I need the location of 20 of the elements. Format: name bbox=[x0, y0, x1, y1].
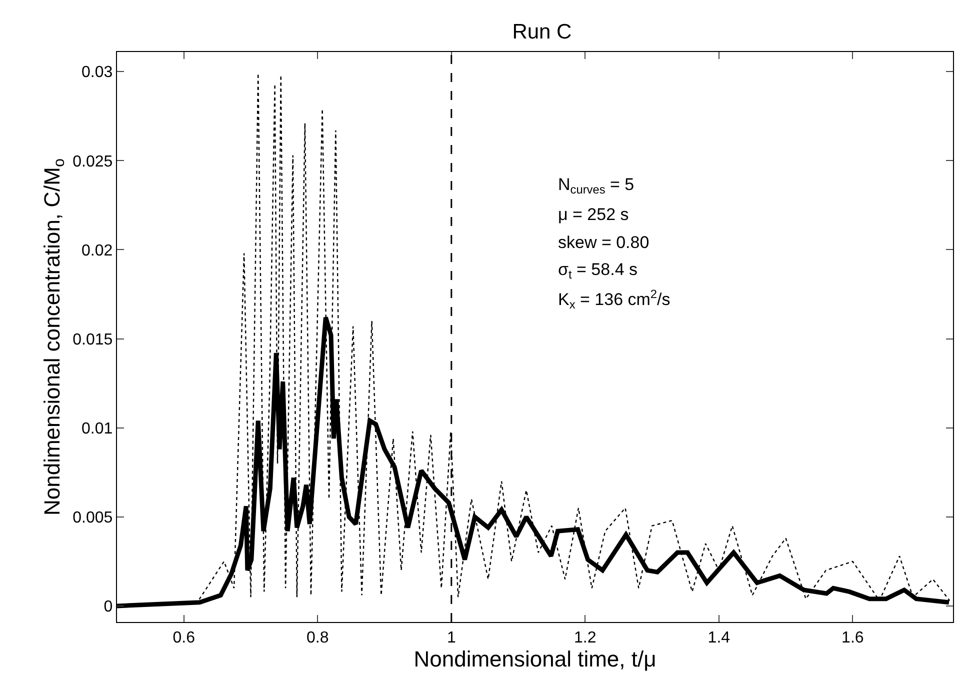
y-tick-label: 0.02 bbox=[82, 242, 113, 260]
y-tick-label: 0.03 bbox=[82, 64, 113, 82]
chart-title: Run C bbox=[512, 20, 572, 44]
x-tick-label: 1.4 bbox=[708, 629, 730, 646]
x-tick-label: 0.6 bbox=[172, 629, 196, 646]
x-tick-label: 1 bbox=[446, 629, 456, 646]
annotation: N$_{curves}$ = 5 bbox=[558, 175, 634, 197]
y-tick-label: 0.025 bbox=[72, 153, 113, 170]
annotation: σ$_{t}$ = 58.4 s bbox=[558, 260, 638, 282]
y-tick-label: 0.01 bbox=[82, 420, 113, 438]
x-tick-label: 0.8 bbox=[306, 629, 329, 646]
x-axis-title: Nondimensional time, t/μ bbox=[414, 646, 656, 672]
y-tick-label: 0 bbox=[104, 598, 113, 616]
y-tick-label: 0.015 bbox=[72, 331, 113, 348]
x-tick-label: 1.6 bbox=[842, 629, 864, 646]
annotation: μ = 252 s bbox=[558, 205, 629, 224]
y-tick-label: 0.005 bbox=[72, 510, 113, 527]
annotation: skew = 0.80 bbox=[558, 233, 650, 252]
annotation: K$_{x}$ = 136 cm$^{2}$/s bbox=[558, 287, 670, 312]
x-tick-label: 1.2 bbox=[574, 629, 596, 646]
